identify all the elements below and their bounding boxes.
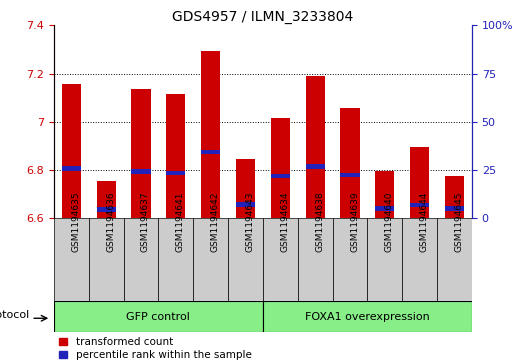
Bar	[410, 203, 429, 208]
Text: GSM1194645: GSM1194645	[455, 192, 464, 252]
Title: GDS4957 / ILMN_3233804: GDS4957 / ILMN_3233804	[172, 11, 353, 24]
Bar	[62, 84, 81, 218]
Bar	[298, 218, 332, 301]
Bar	[437, 218, 472, 301]
Bar	[236, 159, 255, 218]
Bar	[124, 218, 159, 301]
Bar	[166, 171, 185, 175]
Text: GSM1194644: GSM1194644	[420, 192, 429, 252]
Text: GFP control: GFP control	[126, 312, 190, 322]
Bar	[228, 218, 263, 301]
Bar	[54, 218, 89, 301]
Bar	[445, 176, 464, 218]
Bar	[236, 203, 255, 207]
Bar	[62, 166, 81, 171]
Text: protocol: protocol	[0, 310, 30, 320]
Text: GSM1194635: GSM1194635	[71, 192, 81, 252]
Bar	[402, 218, 437, 301]
Bar	[159, 218, 193, 301]
Bar	[332, 218, 367, 301]
Bar	[193, 218, 228, 301]
Bar	[341, 109, 360, 218]
Bar	[96, 207, 116, 212]
Bar	[54, 301, 263, 332]
Text: GSM1194634: GSM1194634	[280, 192, 289, 252]
Bar	[201, 51, 220, 218]
Bar	[263, 301, 472, 332]
Bar	[367, 218, 402, 301]
Bar	[89, 218, 124, 301]
Text: FOXA1 overexpression: FOXA1 overexpression	[305, 312, 430, 322]
Bar	[131, 169, 150, 174]
Bar	[131, 89, 150, 218]
Text: GSM1194639: GSM1194639	[350, 192, 359, 252]
Bar	[376, 207, 394, 211]
Legend: transformed count, percentile rank within the sample: transformed count, percentile rank withi…	[59, 337, 251, 360]
Bar	[271, 174, 290, 178]
Text: GSM1194643: GSM1194643	[246, 192, 254, 252]
Bar	[96, 180, 116, 218]
Bar	[166, 94, 185, 218]
Bar	[410, 147, 429, 218]
Bar	[201, 150, 220, 154]
Bar	[306, 164, 325, 169]
Bar	[341, 173, 360, 177]
Bar	[306, 76, 325, 218]
Text: GSM1194638: GSM1194638	[315, 192, 324, 252]
Text: GSM1194641: GSM1194641	[176, 192, 185, 252]
Text: GSM1194636: GSM1194636	[106, 192, 115, 252]
Bar	[445, 207, 464, 211]
Bar	[263, 218, 298, 301]
Bar	[376, 171, 394, 218]
Text: GSM1194640: GSM1194640	[385, 192, 394, 252]
Text: GSM1194642: GSM1194642	[211, 192, 220, 252]
Text: GSM1194637: GSM1194637	[141, 192, 150, 252]
Bar	[271, 118, 290, 218]
